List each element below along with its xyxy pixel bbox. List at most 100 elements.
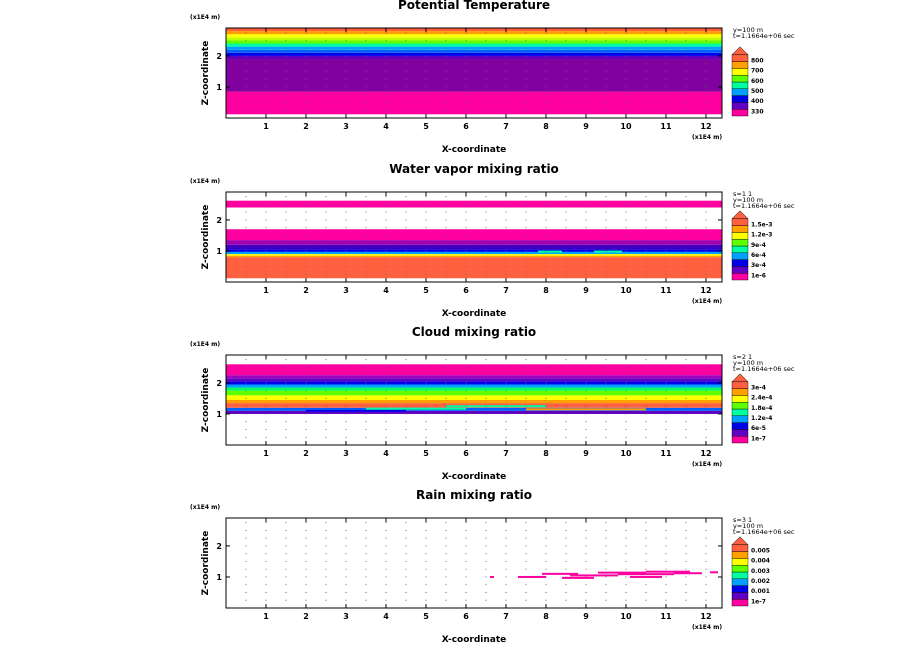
contour-band	[226, 31, 722, 35]
grid-dot	[685, 374, 687, 376]
grid-dot	[605, 382, 607, 384]
colorbar-swatch	[731, 558, 749, 566]
grid-dot	[545, 203, 547, 205]
panel-title: Water vapor mixing ratio	[389, 162, 559, 176]
contour-band	[226, 410, 722, 414]
grid-dot	[305, 94, 307, 96]
x-tick-label: 2	[303, 449, 309, 458]
panel-2: Water vapor mixing ratio(x1E4 m)1 2 3 4 5 6 7 8…	[190, 162, 795, 319]
grid-dot	[245, 70, 247, 72]
grid-dot	[445, 560, 447, 562]
grid-dot	[705, 366, 707, 368]
grid-dot	[665, 196, 667, 198]
grid-dot	[645, 591, 647, 593]
grid-dot	[325, 55, 327, 57]
grid-dot	[345, 390, 347, 392]
grid-dot	[325, 366, 327, 368]
grid-dot	[325, 47, 327, 49]
grid-dot	[365, 273, 367, 275]
grid-dot	[505, 545, 507, 547]
grid-dot	[525, 591, 527, 593]
colorbar-label: 1.8e-4	[751, 405, 772, 412]
grid-dot	[525, 576, 527, 578]
contour-band	[226, 387, 722, 391]
grid-dot	[385, 397, 387, 399]
grid-dot	[405, 405, 407, 407]
grid-dot	[425, 32, 427, 34]
grid-dot	[245, 250, 247, 252]
grid-dot	[245, 258, 247, 260]
grid-dot	[605, 529, 607, 531]
grid-dot	[505, 258, 507, 260]
grid-dot	[265, 397, 267, 399]
grid-dot	[305, 242, 307, 244]
grid-dot	[345, 219, 347, 221]
grid-dot	[445, 390, 447, 392]
grid-dot	[265, 436, 267, 438]
grid-dot	[305, 421, 307, 423]
grid-dot	[665, 219, 667, 221]
colorbar-label: 0.003	[751, 568, 770, 575]
grid-dot	[545, 428, 547, 430]
x-tick-label: 4	[383, 449, 389, 458]
grid-dot	[325, 537, 327, 539]
grid-dot	[445, 599, 447, 601]
grid-dot	[605, 47, 607, 49]
grid-dot	[685, 258, 687, 260]
grid-dot	[525, 196, 527, 198]
grid-dot	[565, 227, 567, 229]
grid-dot	[625, 522, 627, 524]
grid-dot	[645, 203, 647, 205]
grid-dot	[525, 545, 527, 547]
grid-dot	[465, 584, 467, 586]
grid-dot	[525, 428, 527, 430]
grid-dot	[285, 78, 287, 80]
grid-dot	[365, 599, 367, 601]
grid-dot	[705, 359, 707, 361]
grid-dot	[285, 421, 287, 423]
grid-dot	[325, 101, 327, 103]
grid-dot	[545, 86, 547, 88]
grid-dot	[705, 203, 707, 205]
colorbar-swatch	[731, 585, 749, 593]
grid-dot	[645, 568, 647, 570]
grid-dot	[625, 421, 627, 423]
grid-dot	[545, 78, 547, 80]
grid-dot	[485, 560, 487, 562]
grid-dot	[625, 196, 627, 198]
colorbar-label: 0.005	[751, 547, 770, 554]
grid-dot	[485, 584, 487, 586]
grid-dot	[565, 196, 567, 198]
grid-dot	[365, 227, 367, 229]
x-axis-label: X-coordinate	[442, 472, 507, 482]
grid-dot	[425, 436, 427, 438]
grid-dot	[325, 234, 327, 236]
grid-dot	[385, 537, 387, 539]
grid-dot	[345, 203, 347, 205]
grid-dot	[405, 211, 407, 213]
grid-dot	[565, 405, 567, 407]
colorbar-extend-arrow	[731, 373, 749, 383]
grid-dot	[645, 436, 647, 438]
grid-dot	[465, 265, 467, 267]
contour-streak	[306, 409, 406, 412]
grid-dot	[585, 397, 587, 399]
grid-dot	[285, 265, 287, 267]
grid-dot	[405, 258, 407, 260]
grid-dot	[425, 227, 427, 229]
grid-dot	[445, 428, 447, 430]
grid-dot	[465, 250, 467, 252]
grid-dot	[265, 405, 267, 407]
grid-dot	[525, 584, 527, 586]
grid-dot	[445, 86, 447, 88]
grid-dot	[525, 421, 527, 423]
grid-dots	[245, 522, 707, 601]
grid-dot	[425, 273, 427, 275]
grid-dot	[705, 94, 707, 96]
grid-dot	[465, 545, 467, 547]
grid-dot	[365, 436, 367, 438]
x-tick-label: 4	[383, 122, 389, 131]
grid-dot	[405, 553, 407, 555]
grid-dot	[685, 584, 687, 586]
colorbar-label: 0.002	[751, 578, 770, 585]
